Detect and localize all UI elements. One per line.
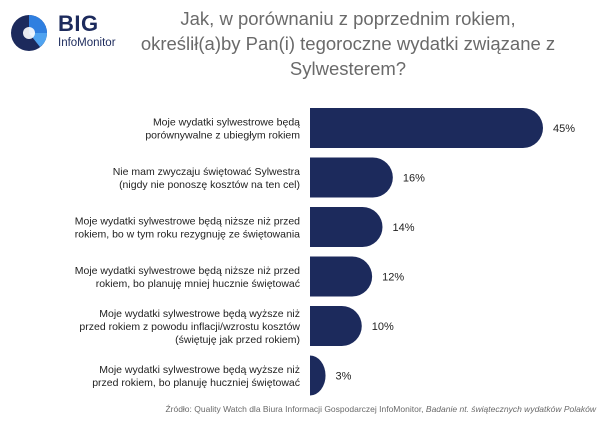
category-label: Moje wydatki sylwestrowe będą niższe niż… [75,265,300,290]
chart-title: Jak, w porównaniu z poprzednim rokiem, o… [128,6,568,81]
bar-chart: 45% Moje wydatki sylwestrowe będą porównyw… [75,108,575,396]
logo-sub-text: InfoMonitor [58,37,116,49]
category-label: Moje wydatki sylwestrowe będą niższe niż… [75,216,300,241]
bar [310,355,326,396]
value-label: 10% [372,321,394,333]
title-line: Sylwesterem? [289,58,407,79]
bar [310,207,383,247]
source-prefix: Źródło: Quality Watch dla Biura Informac… [165,404,426,414]
category-label: Nie mam zwyczaju świętować Sylwestra (nig… [113,166,300,191]
bar [310,306,362,346]
value-label: 3% [336,371,352,383]
bar [310,108,543,148]
value-label: 45% [553,123,575,135]
category-label: Moje wydatki sylwestrowe będą wyższe niż… [92,364,300,389]
source-italic: Badanie nt. świątecznych wydatków Polakó… [425,404,596,414]
title-line: Jak, w porównaniu z poprzednim rokiem, [180,8,516,29]
logo-big-text: BIG [58,11,99,36]
logo: BIG InfoMonitor [10,10,128,56]
value-label: 16% [403,173,425,185]
value-label: 12% [382,272,404,284]
value-label: 14% [392,222,414,234]
category-label: Moje wydatki sylwestrowe będą wyższe niż… [79,308,300,346]
bar [310,157,393,198]
category-label: Moje wydatki sylwestrowe będą porównywaln… [145,117,300,142]
title-line: określił(a)by Pan(i) tegoroczne wydatki … [140,33,556,54]
source-note: Źródło: Quality Watch dla Biura Informac… [0,404,596,414]
logo-globe-icon [11,15,47,51]
bar [310,256,373,297]
